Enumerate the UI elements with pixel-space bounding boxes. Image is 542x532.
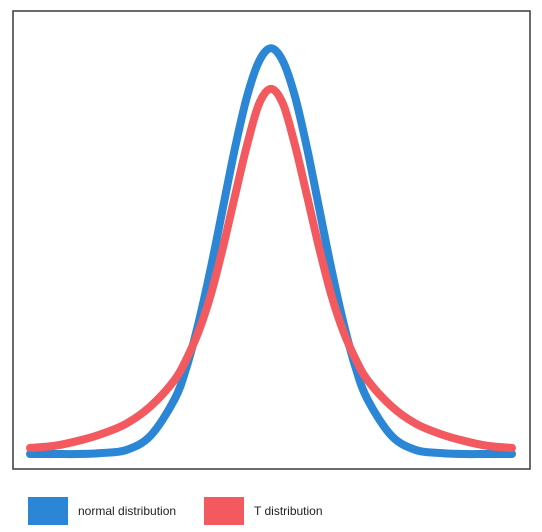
legend-item-t: T distribution (204, 497, 323, 525)
legend-swatch-normal (28, 497, 68, 525)
legend-label-normal: normal distribution (78, 504, 177, 518)
series-line-normal (26, 44, 516, 459)
legend-label-t: T distribution (254, 504, 323, 518)
chart (12, 10, 531, 470)
legend-item-normal: normal distribution (28, 497, 176, 525)
legend: normal distribution T distribution (28, 496, 351, 526)
series-layer (26, 44, 516, 459)
series-line-t (26, 84, 516, 452)
legend-swatch-t (204, 497, 245, 525)
plot-frame (12, 10, 531, 470)
